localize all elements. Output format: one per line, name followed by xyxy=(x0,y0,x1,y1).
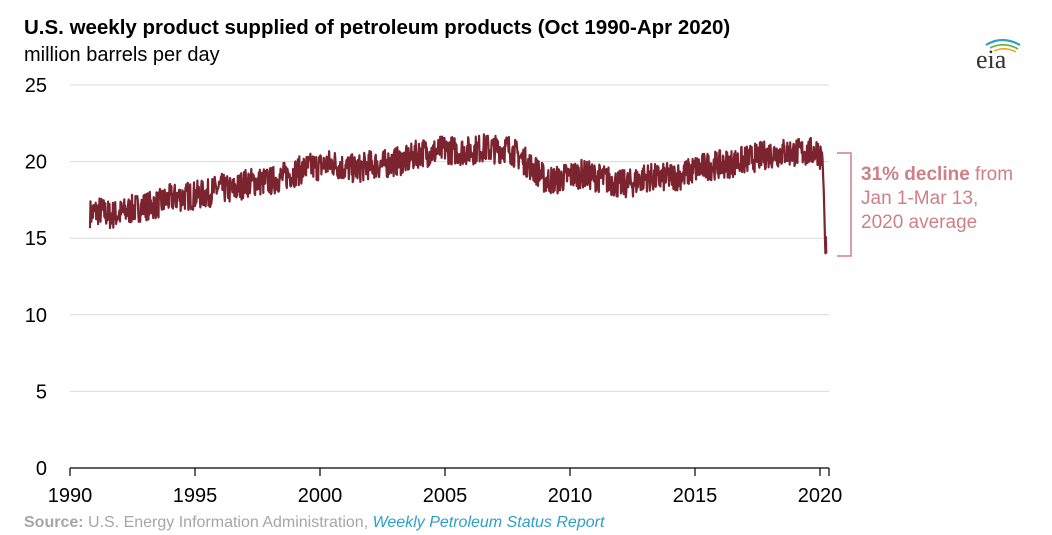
x-tick-label-2015: 2015 xyxy=(673,485,718,507)
y-tick-label-5: 5 xyxy=(36,381,47,403)
source-label: Source: xyxy=(24,514,84,531)
annotation-text-1: from xyxy=(969,164,1014,185)
y-axis-unit-label: million barrels per day xyxy=(24,44,220,66)
source-link[interactable]: Weekly Petroleum Status Report xyxy=(372,514,605,531)
y-tick-label-20: 20 xyxy=(25,152,47,174)
eia-logo: eia xyxy=(972,36,1026,74)
decline-annotation: 31% decline from Jan 1-Mar 13, 2020 aver… xyxy=(861,163,1046,235)
annotation-text-3: 2020 average xyxy=(861,212,978,233)
series-line-product-supplied xyxy=(88,133,828,255)
x-axis-ticks: 1990 1995 2000 2005 2010 2015 2020 xyxy=(48,485,843,507)
source-note: Source: U.S. Energy Information Administ… xyxy=(24,514,604,532)
x-tick-label-1990: 1990 xyxy=(48,485,93,507)
source-text: U.S. Energy Information Administration, xyxy=(83,514,373,531)
decline-bracket xyxy=(837,152,852,257)
x-tick-label-2020: 2020 xyxy=(798,485,843,507)
y-tick-label-0: 0 xyxy=(36,458,47,480)
chart-title: U.S. weekly product supplied of petroleu… xyxy=(24,16,731,39)
y-tick-label-25: 25 xyxy=(25,75,47,97)
gridlines xyxy=(70,84,829,392)
y-tick-label-10: 10 xyxy=(25,305,47,327)
x-tick-label-1995: 1995 xyxy=(173,485,218,507)
x-axis-tick-marks xyxy=(69,468,830,476)
y-axis-ticks: 0 5 10 15 20 25 xyxy=(25,75,47,480)
annotation-text-2: Jan 1-Mar 13, xyxy=(861,188,979,209)
eia-logo-text: eia xyxy=(976,45,1007,72)
x-tick-label-2010: 2010 xyxy=(548,485,593,507)
annotation-bold: 31% decline xyxy=(861,164,970,185)
y-tick-label-15: 15 xyxy=(25,228,47,250)
x-tick-label-2000: 2000 xyxy=(298,485,343,507)
x-tick-label-2005: 2005 xyxy=(423,485,468,507)
